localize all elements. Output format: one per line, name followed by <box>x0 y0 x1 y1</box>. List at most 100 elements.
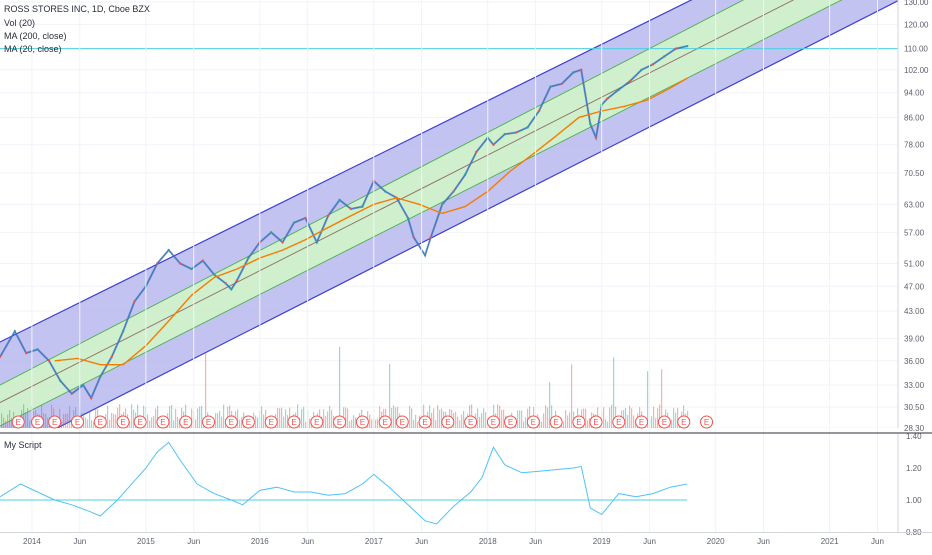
price-point <box>674 47 677 50</box>
price-point <box>121 330 125 333</box>
channel-line-1 <box>0 0 745 386</box>
price-point <box>492 143 495 146</box>
volume-bar <box>285 409 287 428</box>
price-point <box>383 190 387 193</box>
volume-bar <box>517 410 519 428</box>
earnings-marker-label: E <box>16 418 21 427</box>
earnings-marker <box>700 415 714 429</box>
volume-bar <box>175 408 177 428</box>
volume-bar <box>613 357 615 428</box>
volume-bar <box>353 415 355 428</box>
volume-bar <box>379 406 381 428</box>
volume-bar <box>563 421 565 428</box>
time-tick-label: 2020 <box>707 537 725 546</box>
volume-bar <box>431 412 433 428</box>
volume-bar <box>417 421 419 428</box>
volume-bar <box>329 405 331 428</box>
earnings-marker <box>526 415 540 429</box>
channel-outer-band-lower <box>0 0 898 428</box>
volume-bar <box>523 421 525 428</box>
time-tick-label: Jun <box>643 537 656 546</box>
volume-bar <box>633 415 635 428</box>
time-tick-label: Jun <box>415 537 428 546</box>
time-tick-label: Jun <box>529 537 542 546</box>
indicator-volume[interactable]: Vol (20) <box>4 18 36 28</box>
price-point <box>81 383 85 387</box>
price-point <box>110 355 113 359</box>
volume-bar <box>171 404 173 428</box>
price-point <box>475 150 478 154</box>
volume-bar <box>155 408 157 428</box>
price-point <box>606 97 609 100</box>
volume-bar <box>177 417 179 428</box>
earnings-marker <box>93 415 107 429</box>
script-pane-title[interactable]: My Script <box>4 440 42 450</box>
earnings-marker-label: E <box>291 418 296 427</box>
volume-bar <box>325 416 327 428</box>
script-line <box>0 441 688 525</box>
earnings-marker-label: E <box>576 418 581 427</box>
earnings-marker <box>179 415 193 429</box>
symbol-title: ROSS STORES INC, 1D, Cboe BZX <box>4 4 150 14</box>
volume-bar <box>301 408 303 428</box>
price-point <box>156 262 159 265</box>
price-point <box>663 55 666 58</box>
indicator-ma20[interactable]: MA (20, close) <box>4 44 62 54</box>
earnings-marker <box>441 415 455 429</box>
earnings-marker <box>287 415 301 429</box>
price-point <box>515 131 518 134</box>
earnings-marker <box>333 415 347 429</box>
earnings-marker <box>395 415 409 429</box>
volume-bar <box>395 407 397 428</box>
earnings-marker <box>572 415 586 429</box>
volume-bar <box>129 421 131 428</box>
volume-bar <box>201 406 203 428</box>
price-point <box>560 82 564 86</box>
volume-bar <box>309 418 311 428</box>
price-point <box>235 279 239 282</box>
volume-bar <box>409 405 411 428</box>
channel-line-2 <box>0 0 795 403</box>
volume-bar <box>9 410 11 428</box>
channel-line-3 <box>0 0 843 427</box>
price-point <box>628 79 632 83</box>
volume-bar <box>199 406 201 428</box>
indicator-ma200[interactable]: MA (200, close) <box>4 31 67 41</box>
volume-bar <box>611 404 613 428</box>
volume-bar <box>671 419 673 428</box>
price-point <box>640 68 643 71</box>
volume-bar <box>497 404 499 428</box>
volume-bar <box>169 406 171 428</box>
volume-bar <box>661 369 663 428</box>
volume-bar <box>549 382 551 428</box>
price-point <box>423 254 427 257</box>
price-tick-label: 30.50 <box>904 403 925 412</box>
price-tick-label: 70.50 <box>904 169 925 178</box>
time-tick-label: Jun <box>871 537 884 546</box>
earnings-marker <box>31 415 45 429</box>
volume-bar <box>655 418 657 428</box>
earnings-marker-label: E <box>35 418 40 427</box>
volume-bar <box>519 410 521 428</box>
time-tick-label: Jun <box>757 537 770 546</box>
earnings-marker-label: E <box>445 418 450 427</box>
volume-bar <box>119 404 121 428</box>
time-tick-label: 2017 <box>365 537 383 546</box>
volume-bar <box>675 412 677 428</box>
volume-bar <box>625 408 627 428</box>
volume-bar <box>483 408 485 428</box>
price-point <box>178 262 182 265</box>
volume-bar <box>339 346 341 428</box>
volume-bar <box>587 420 589 428</box>
price-point <box>47 359 51 362</box>
earnings-marker <box>549 415 563 429</box>
earnings-marker-label: E <box>662 418 667 427</box>
price-tick-label: 110.00 <box>904 45 928 54</box>
price-point <box>537 109 541 113</box>
earnings-marker-label: E <box>422 418 427 427</box>
earnings-marker-label: E <box>229 418 234 427</box>
time-tick-label: Jun <box>301 537 314 546</box>
price-point <box>0 355 2 359</box>
volume-bar <box>377 418 379 428</box>
